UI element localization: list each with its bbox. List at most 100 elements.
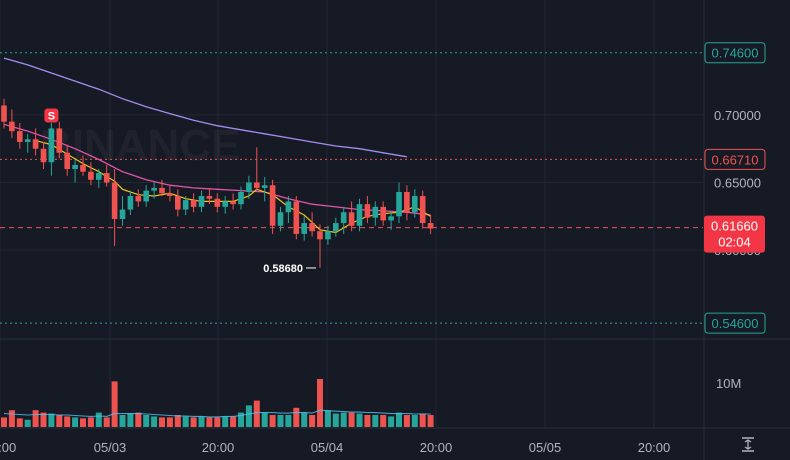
candle: [80, 155, 86, 176]
volume-bar: [356, 413, 363, 427]
candle: [348, 201, 355, 232]
candle-body: [32, 139, 39, 149]
resistance-badge-label: 0.74600: [712, 46, 759, 61]
candle: [372, 201, 379, 226]
candle: [396, 182, 402, 224]
candle: [222, 196, 228, 214]
candle-body: [119, 209, 126, 220]
candle-body: [269, 185, 276, 226]
volume-bar: [127, 413, 134, 427]
signal-marker-label: S: [48, 110, 55, 122]
current-price-box: [704, 215, 765, 253]
candle-body: [159, 187, 165, 194]
candle-body: [325, 231, 331, 240]
auto-scale-button[interactable]: [737, 433, 759, 455]
volume-pane: [1, 379, 434, 427]
ma-slow-line: [3, 57, 408, 158]
candle: [230, 193, 236, 210]
volume-bar: [1, 417, 7, 427]
volume-bar: [238, 412, 244, 427]
candle: [261, 177, 268, 202]
candle: [309, 212, 315, 237]
volume-bar: [411, 415, 418, 427]
volume-bar: [380, 415, 387, 427]
candle: [356, 198, 363, 232]
time-axis[interactable]: 20:00 05/03 20:00 05/04 20:00 05/05 20:00: [0, 440, 670, 455]
candle: [333, 217, 339, 237]
volume-bar: [396, 412, 402, 427]
candle: [175, 189, 181, 217]
candle: [380, 201, 386, 226]
volume-bar: [40, 412, 47, 427]
candle-body: [190, 200, 197, 207]
candle: [364, 196, 371, 224]
volume-bar: [245, 405, 252, 427]
volume-bar: [95, 412, 102, 427]
candle: [119, 196, 126, 226]
candle-body: [175, 196, 181, 210]
candle-body: [404, 191, 410, 213]
volume-bar: [332, 413, 339, 427]
candle-body: [356, 204, 363, 226]
volume-bar: [403, 415, 410, 427]
candle: [238, 186, 244, 210]
candle: [135, 189, 142, 207]
candle: [427, 214, 434, 234]
candle-body: [17, 131, 23, 142]
candle-body: [56, 128, 63, 153]
candle: [190, 193, 197, 213]
candle-body: [151, 187, 157, 191]
candle-body: [317, 231, 323, 240]
upper-level-badge-label: 0.66710: [712, 152, 759, 167]
volume-bar: [151, 416, 158, 427]
candle: [111, 169, 118, 247]
volume-bar: [261, 412, 268, 427]
candle: [1, 98, 7, 129]
volume-bar: [190, 417, 197, 427]
candle: [127, 190, 134, 215]
volume-bar: [427, 415, 434, 427]
candle-body: [167, 193, 173, 197]
candle: [198, 190, 205, 213]
candle-body: [246, 182, 252, 192]
volume-bar: [340, 412, 347, 427]
candle-body: [48, 128, 55, 163]
signal-marker: S: [44, 108, 59, 123]
volume-bar: [16, 418, 23, 427]
candle-body: [206, 196, 213, 199]
candle-body: [64, 152, 70, 169]
upper-level-badge: 0.66710: [704, 148, 766, 170]
candle-body: [182, 200, 189, 210]
resistance-badge-box: [704, 42, 766, 64]
candle-body: [198, 196, 205, 207]
candle-body: [24, 139, 31, 142]
volume-bar: [277, 415, 284, 427]
volume-bar: [48, 413, 55, 427]
candle: [72, 159, 78, 183]
current-price-label: 0.61660: [711, 219, 758, 234]
candle-body: [222, 201, 228, 207]
volume-bar: [198, 416, 205, 427]
candle-body: [277, 212, 284, 226]
candle: [254, 147, 260, 191]
volume-bar: [206, 417, 213, 427]
candle-body: [238, 191, 244, 205]
support-badge-label: 0.54600: [712, 316, 759, 331]
candle-body: [254, 182, 260, 188]
volume-bar: [56, 415, 63, 427]
annotations: S 0.58680: [44, 108, 316, 275]
candle-body: [40, 148, 47, 163]
volume-bar: [388, 416, 395, 427]
candle-body: [103, 173, 110, 183]
volume-bar: [269, 415, 276, 427]
candle-body: [9, 121, 15, 132]
volume-bar: [301, 412, 308, 427]
upper-level-badge-box: [704, 148, 766, 170]
candle: [285, 196, 292, 224]
candle-body: [427, 223, 434, 229]
candle: [182, 196, 189, 215]
